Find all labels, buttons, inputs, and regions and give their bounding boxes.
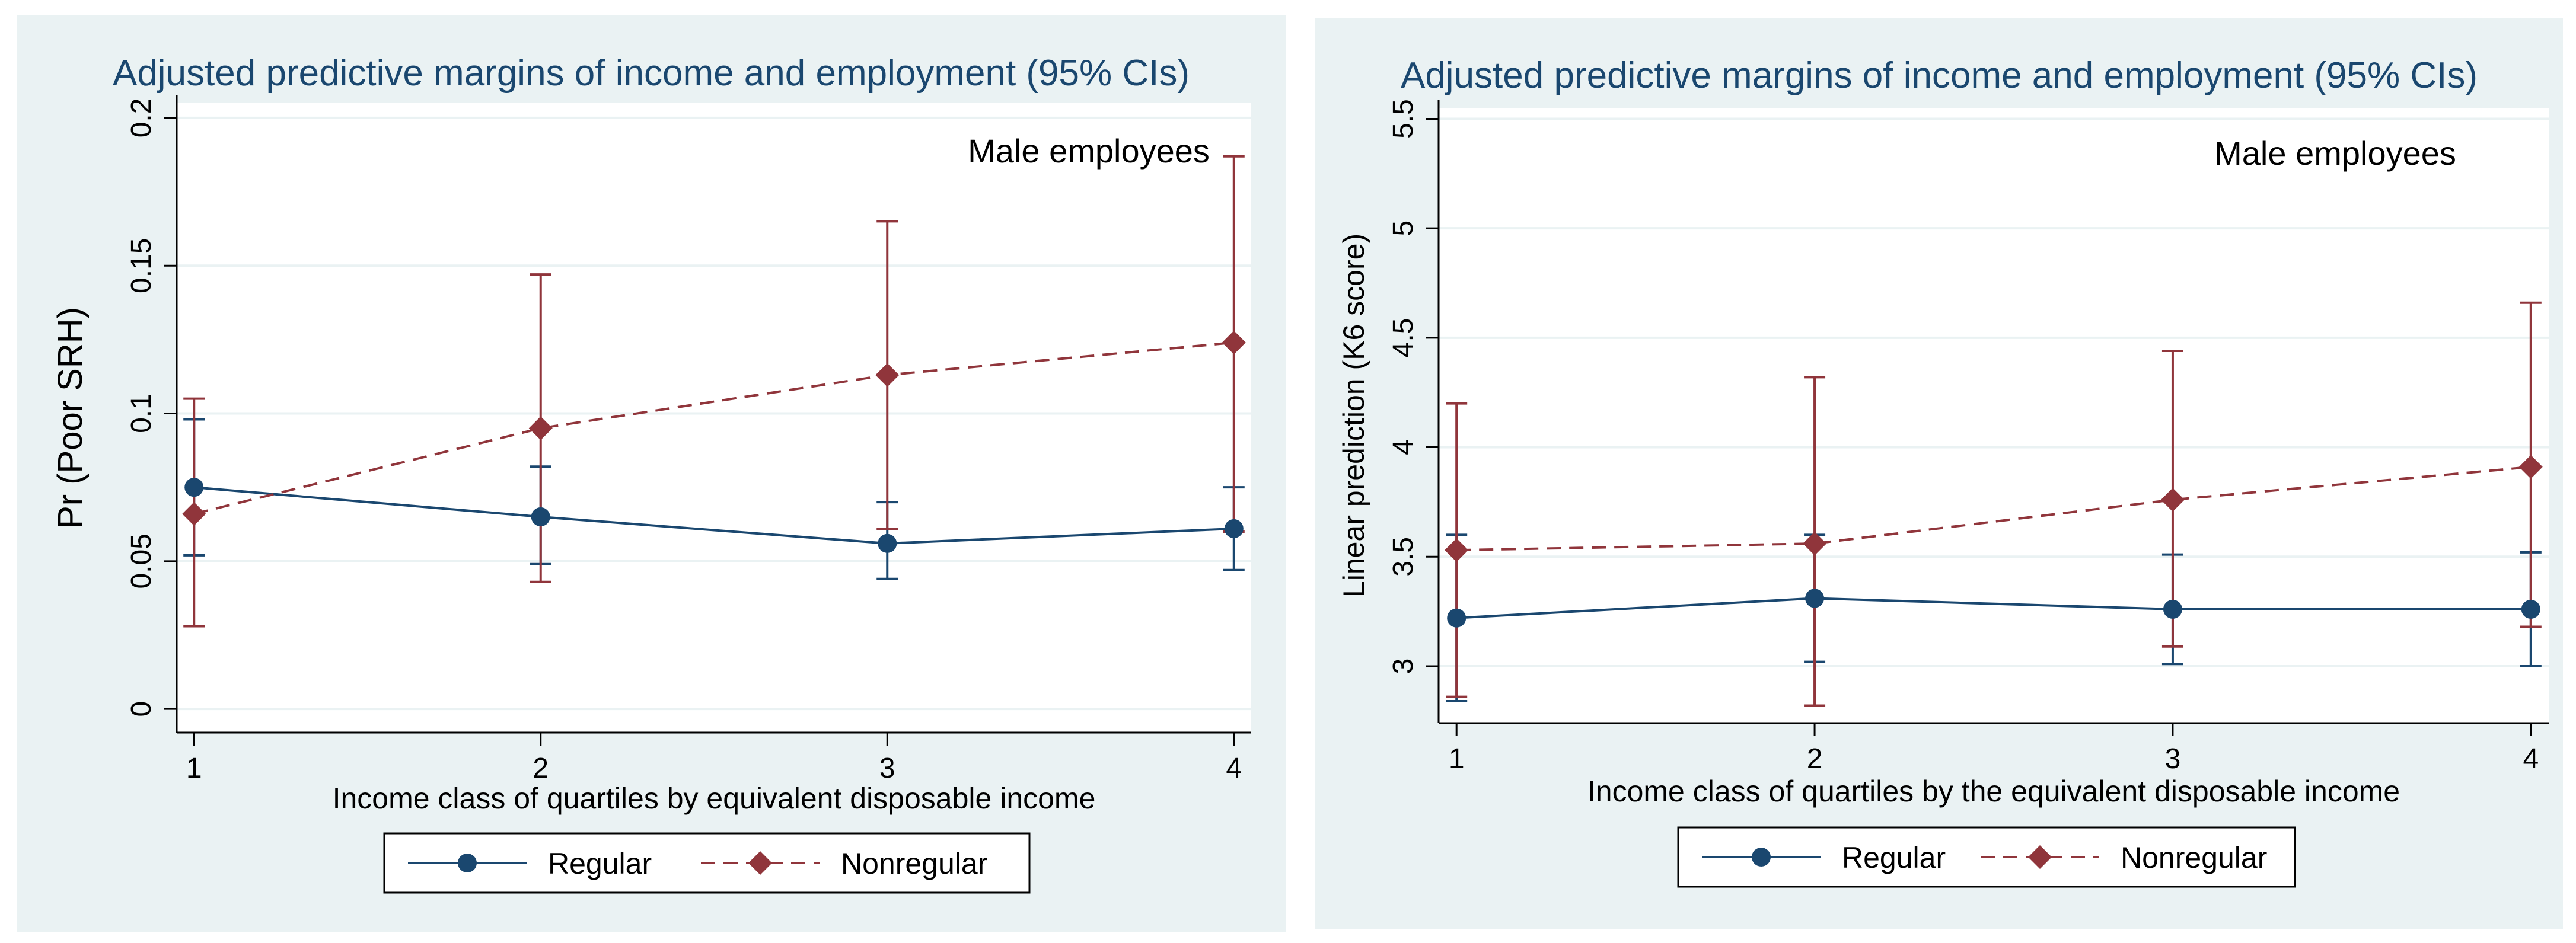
x-axis-title: Income class of quartiles by equivalent … <box>333 782 1096 815</box>
chart-title: Adjusted predictive margins of income an… <box>113 53 1190 94</box>
plot-area <box>177 103 1251 733</box>
x-tick-label: 3 <box>2165 743 2181 775</box>
data-point <box>531 507 550 527</box>
chart-title: Adjusted predictive margins of income an… <box>1401 55 2478 96</box>
legend-label: Nonregular <box>2121 841 2267 874</box>
y-tick-label: 0.2 <box>126 98 157 138</box>
x-tick-label: 2 <box>1807 743 1823 775</box>
y-tick-label: 4.5 <box>1388 318 1419 357</box>
legend-label: Nonregular <box>841 847 987 880</box>
data-point <box>1805 589 1825 608</box>
series-line-regular <box>1456 597 2531 619</box>
y-axis-title: Pr (Poor SRH) <box>51 307 90 529</box>
legend-marker <box>748 851 772 875</box>
data-point <box>528 416 553 440</box>
annotation-label: Male employees <box>2214 135 2456 172</box>
x-tick-label: 1 <box>186 753 202 784</box>
chart-right: 3 3.5 4 4.5 5 5.5 1 2 3 4 Adjusted predictive marg… <box>1337 55 2549 888</box>
chart-left: 0 0.05 0.1 0.15 0.2 1 2 3 4 Adjusted predictive m… <box>51 53 1251 894</box>
legend-marker <box>1752 848 1771 867</box>
legend-marker <box>458 854 477 872</box>
legend-marker <box>2028 845 2052 869</box>
data-point <box>184 478 204 497</box>
y-tick-label: 0.1 <box>126 394 157 433</box>
chart-panel-right: 3 3.5 4 4.5 5 5.5 1 2 3 4 Adjusted predictive marg… <box>1315 18 2563 929</box>
chart-panel-left: 0 0.05 0.1 0.15 0.2 1 2 3 4 Adjusted predictive m… <box>17 15 1286 932</box>
data-point <box>1222 330 1246 354</box>
series-line-nonregular <box>193 341 1234 515</box>
plot-area <box>1439 108 2549 723</box>
data-point <box>1445 538 1469 562</box>
y-axis-title: Linear prediction (K6 score) <box>1337 234 1370 597</box>
data-point <box>182 502 206 526</box>
y-tick-label: 3.5 <box>1388 537 1419 577</box>
y-tick-label: 0.05 <box>126 533 157 589</box>
x-tick-label: 2 <box>533 753 549 784</box>
x-axis-title: Income class of quartiles by the equival… <box>1587 775 2400 808</box>
data-point <box>2521 599 2540 619</box>
data-point <box>2518 455 2543 479</box>
series-line-regular <box>194 486 1234 545</box>
x-tick-label: 3 <box>879 753 895 784</box>
y-tick-label: 3 <box>1388 658 1419 675</box>
legend-label: Regular <box>1842 841 1946 874</box>
y-tick-label: 5 <box>1388 220 1419 236</box>
data-point <box>1447 608 1466 628</box>
data-point <box>1224 519 1244 538</box>
data-point <box>878 533 897 553</box>
legend-label: Regular <box>548 847 652 880</box>
x-tick-label: 1 <box>1449 743 1465 775</box>
y-tick-label: 0 <box>126 701 157 717</box>
data-point <box>2163 599 2182 619</box>
x-tick-label: 4 <box>2523 743 2539 775</box>
annotation-label: Male employees <box>968 132 1210 170</box>
y-tick-label: 0.15 <box>126 238 157 293</box>
data-point <box>2160 488 2185 512</box>
data-point <box>875 363 900 387</box>
y-tick-label: 4 <box>1388 439 1419 455</box>
x-tick-label: 4 <box>1226 753 1242 784</box>
data-point <box>1803 532 1827 556</box>
y-tick-label: 5.5 <box>1388 99 1419 139</box>
